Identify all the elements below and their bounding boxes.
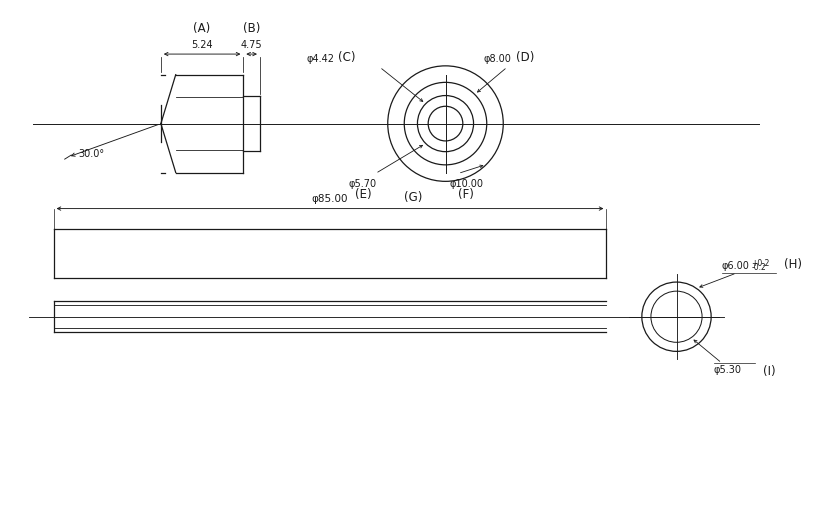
Text: (E): (E) <box>355 188 371 201</box>
Text: (D): (D) <box>516 52 534 64</box>
Text: (C): (C) <box>338 52 356 64</box>
Text: φ6.00: φ6.00 <box>722 261 750 271</box>
Text: (G): (G) <box>404 192 422 204</box>
Text: (A): (A) <box>194 22 210 35</box>
Text: φ85.00: φ85.00 <box>312 195 348 204</box>
Text: φ4.42: φ4.42 <box>306 55 334 64</box>
Text: (I): (I) <box>763 365 775 378</box>
Text: 30.0°: 30.0° <box>78 149 104 160</box>
Text: φ8.00: φ8.00 <box>483 55 512 64</box>
Text: (H): (H) <box>784 258 802 271</box>
Text: (F): (F) <box>458 188 474 201</box>
Text: -0.2: -0.2 <box>752 264 766 272</box>
Text: φ5.70: φ5.70 <box>349 179 377 188</box>
Text: 5.24: 5.24 <box>191 40 213 50</box>
Text: (B): (B) <box>243 22 261 35</box>
Text: φ10.00: φ10.00 <box>449 179 483 188</box>
Text: 4.75: 4.75 <box>241 40 262 50</box>
Text: φ5.30: φ5.30 <box>714 365 742 375</box>
Text: +0.2: +0.2 <box>752 259 770 268</box>
